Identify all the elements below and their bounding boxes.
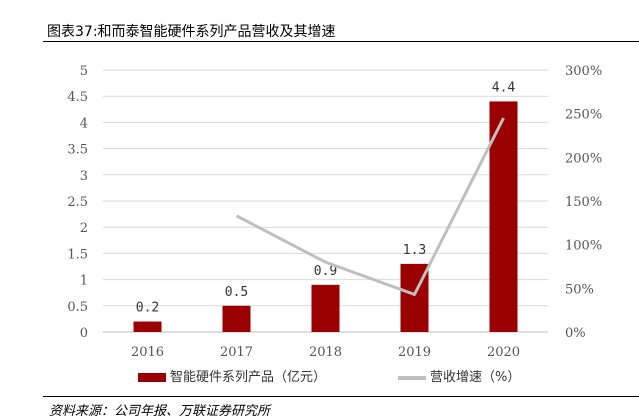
legend-item-line: 营收增速（%） — [398, 366, 520, 385]
x-axis-tick-label: 2020 — [487, 345, 520, 360]
footer-divider — [43, 396, 639, 397]
right-axis-tick-label: 150% — [565, 195, 602, 210]
bar-data-label: 0.9 — [314, 264, 337, 279]
chart-title: 图表37:和而泰智能硬件系列产品营收及其增速 — [47, 24, 336, 40]
title-divider — [43, 41, 639, 42]
legend-item-bar: 智能硬件系列产品（亿元） — [138, 366, 326, 385]
right-axis-tick-label: 200% — [565, 151, 602, 166]
legend-swatch-line — [398, 375, 426, 380]
left-axis-tick-label: 2.5 — [67, 195, 88, 210]
left-axis-tick-label: 0 — [80, 326, 88, 341]
source-note: 资料来源：公司年报、万联证券研究所 — [49, 404, 271, 419]
x-axis-tick-label: 2019 — [398, 345, 431, 360]
bar — [133, 321, 162, 332]
left-axis-tick-label: 3 — [80, 169, 88, 184]
legend-label-line: 营收增速（%） — [430, 370, 521, 385]
x-axis-tick-label: 2017 — [220, 345, 253, 360]
legend-label-bar: 智能硬件系列产品（亿元） — [170, 370, 327, 385]
x-axis-tick-label: 2018 — [309, 345, 342, 360]
right-axis-tick-label: 300% — [565, 64, 602, 79]
x-axis-tick-label: 2016 — [131, 345, 164, 360]
bar — [222, 305, 251, 332]
left-axis-tick-label: 1.5 — [67, 247, 88, 262]
bar-data-label: 1.3 — [403, 243, 426, 258]
right-axis-tick-label: 50% — [565, 282, 594, 297]
left-axis-tick-label: 4.5 — [67, 90, 88, 105]
bar — [311, 284, 340, 332]
bar-data-label: 0.2 — [136, 301, 159, 316]
left-axis-tick-label: 2 — [80, 221, 88, 236]
left-axis-tick-label: 3.5 — [67, 143, 88, 158]
right-axis-tick-label: 100% — [565, 239, 602, 254]
right-axis-tick-label: 250% — [565, 108, 602, 123]
legend-swatch-bar — [138, 373, 166, 382]
left-axis-tick-label: 0.5 — [67, 300, 88, 315]
bar — [489, 101, 518, 332]
left-axis-tick-label: 1 — [80, 274, 88, 289]
left-axis-tick-label: 5 — [80, 64, 88, 79]
bar-data-label: 0.5 — [225, 285, 248, 300]
bar-data-label: 4.4 — [492, 80, 516, 95]
left-axis-tick-label: 4 — [80, 116, 88, 131]
figure-header: 图表37:和而泰智能硬件系列产品营收及其增速 — [0, 0, 639, 42]
right-axis-tick-label: 0% — [565, 326, 586, 341]
growth-line — [235, 117, 505, 296]
